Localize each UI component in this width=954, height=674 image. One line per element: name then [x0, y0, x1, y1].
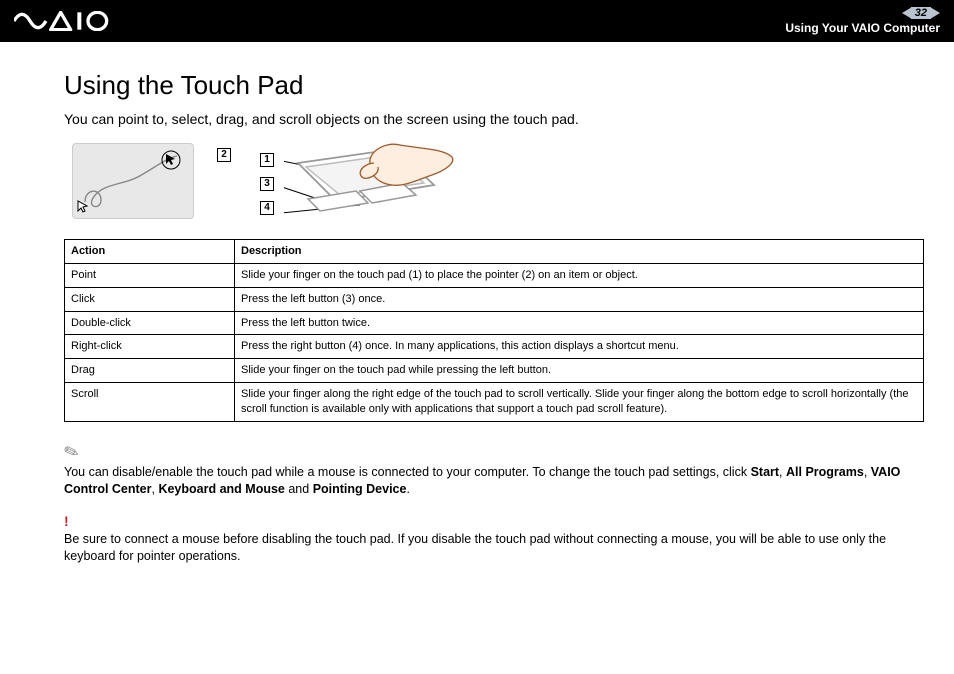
figure-row: 2 1 3 4 — [64, 143, 922, 225]
page-body: Using the Touch Pad You can point to, se… — [0, 42, 954, 588]
cell-action: Click — [65, 287, 235, 311]
page-title: Using the Touch Pad — [64, 70, 922, 101]
table-head-action: Action — [65, 240, 235, 264]
cell-action: Right-click — [65, 335, 235, 359]
callout-4: 4 — [260, 201, 274, 215]
cell-desc: Slide your finger along the right edge o… — [235, 383, 924, 422]
table-row: DragSlide your finger on the touch pad w… — [65, 359, 924, 383]
screen-illustration: 2 — [72, 143, 194, 219]
cell-action: Point — [65, 263, 235, 287]
warning-text: Be sure to connect a mouse before disabl… — [64, 532, 886, 563]
cell-action: Scroll — [65, 383, 235, 422]
cell-desc: Press the left button twice. — [235, 311, 924, 335]
page-number: 32 — [911, 7, 931, 19]
table-row: ClickPress the left button (3) once. — [65, 287, 924, 311]
cursor-target-icon — [161, 150, 181, 170]
callout-3: 3 — [260, 177, 274, 191]
header-bar: 32 Using Your VAIO Computer — [0, 0, 954, 42]
table-row: Right-clickPress the right button (4) on… — [65, 335, 924, 359]
table-row: Double-clickPress the left button twice. — [65, 311, 924, 335]
cell-desc: Press the right button (4) once. In many… — [235, 335, 924, 359]
section-title: Using Your VAIO Computer — [785, 21, 940, 35]
cell-desc: Slide your finger on the touch pad while… — [235, 359, 924, 383]
cell-desc: Press the left button (3) once. — [235, 287, 924, 311]
note-text: You can disable/enable the touch pad whi… — [64, 465, 900, 496]
cursor-start-icon — [77, 200, 91, 214]
nav-next-icon[interactable] — [930, 7, 940, 19]
note-block: ✎ You can disable/enable the touch pad w… — [64, 438, 922, 498]
callout-2: 2 — [217, 148, 231, 162]
table-head-desc: Description — [235, 240, 924, 264]
table-row: ScrollSlide your finger along the right … — [65, 383, 924, 422]
note-icon: ✎ — [60, 438, 82, 466]
warning-block: ! Be sure to connect a mouse before disa… — [64, 512, 922, 565]
header-right: 32 Using Your VAIO Computer — [785, 7, 944, 35]
cell-action: Double-click — [65, 311, 235, 335]
callout-column: 1 3 4 — [260, 143, 274, 215]
intro-text: You can point to, select, drag, and scro… — [64, 111, 922, 127]
warning-icon: ! — [64, 513, 69, 529]
callout-1: 1 — [260, 153, 274, 167]
table-row: PointSlide your finger on the touch pad … — [65, 263, 924, 287]
vaio-logo — [14, 11, 121, 31]
cell-action: Drag — [65, 359, 235, 383]
page-nav: 32 — [902, 7, 940, 19]
touchpad-illustration — [284, 143, 454, 225]
actions-table: Action Description PointSlide your finge… — [64, 239, 924, 422]
cell-desc: Slide your finger on the touch pad (1) t… — [235, 263, 924, 287]
